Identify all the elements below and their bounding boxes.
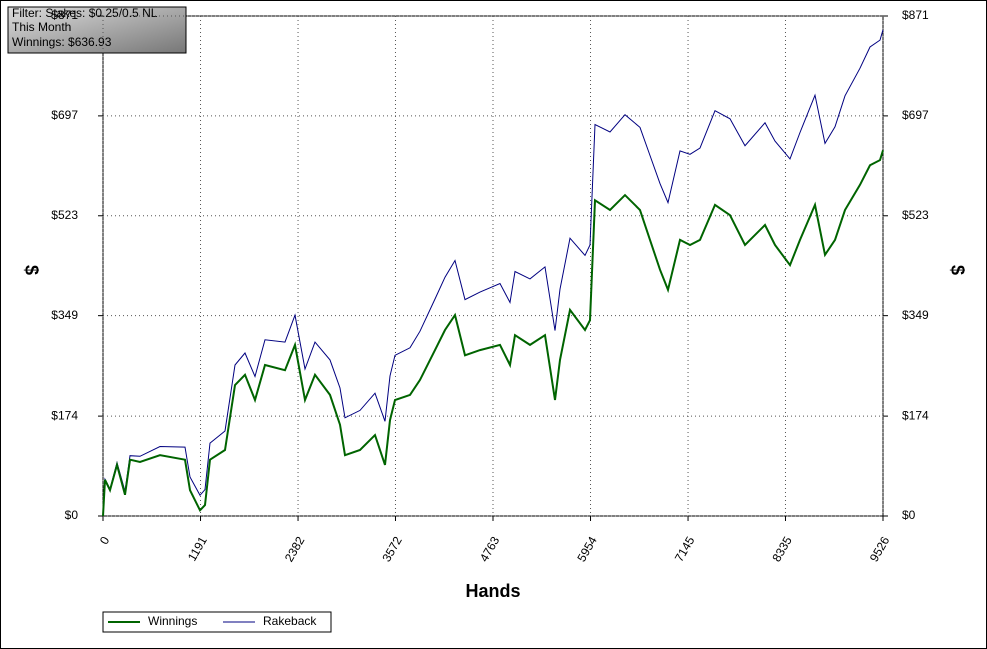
y2-tick-label: $349: [902, 308, 929, 322]
y2-tick-label: $871: [902, 8, 929, 22]
y2-tick-label: $0: [902, 508, 916, 522]
legend: [102, 611, 332, 633]
x-axis-label: Hands: [465, 581, 520, 601]
filter-box: [7, 6, 187, 54]
legend-label: Rakeback: [263, 614, 317, 628]
filter-text: Winnings: $636.93: [12, 35, 112, 49]
y-tick-label: $697: [51, 108, 78, 122]
y-tick-label: $174: [51, 408, 78, 422]
y-tick-label: $0: [65, 508, 79, 522]
filter-text: This Month: [12, 20, 71, 34]
y2-tick-label: $523: [902, 208, 929, 222]
filter-text: Filter: Stakes: $0.25/0.5 NL: [12, 6, 158, 20]
series-line: [102, 29, 884, 517]
y2-tick-label: $174: [902, 408, 929, 422]
y2-tick-label: $697: [902, 108, 929, 122]
y2-axis-label: $: [947, 265, 967, 275]
y-tick-label: $871: [51, 8, 78, 22]
y-axis-label: $: [21, 265, 41, 275]
series-line: [102, 150, 884, 517]
y-tick-label: $349: [51, 308, 78, 322]
legend-label: Winnings: [148, 614, 197, 628]
y-tick-label: $523: [51, 208, 78, 222]
